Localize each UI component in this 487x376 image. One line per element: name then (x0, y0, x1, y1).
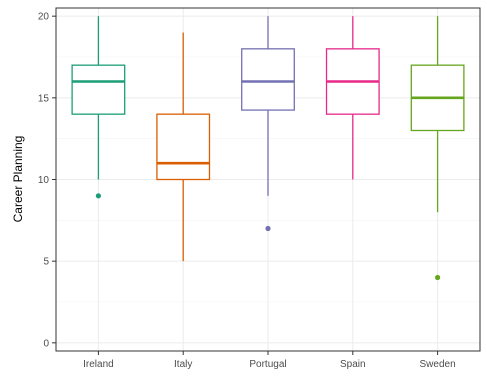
x-tick-label: Ireland (83, 359, 114, 370)
box-body (241, 48, 295, 111)
x-tick-label: Spain (340, 359, 366, 370)
y-tick-label: 0 (43, 338, 49, 349)
y-tick-label: 10 (38, 175, 50, 186)
x-tick-label: Portugal (249, 359, 286, 370)
outlier-point (435, 274, 441, 281)
box-body (156, 113, 211, 181)
box-ireland (71, 16, 126, 199)
y-tick-label: 20 (38, 12, 50, 23)
box-body (71, 64, 126, 115)
y-tick-label: 5 (43, 257, 49, 268)
outlier-point (95, 193, 101, 199)
boxes (71, 16, 465, 281)
y-axis: 0 5 10 15 20 (38, 12, 56, 349)
box-spain (325, 16, 380, 180)
y-axis-title: Career Planning (11, 136, 25, 223)
x-axis: Ireland Italy Portugal Spain Sweden (83, 351, 456, 370)
box-italy (156, 32, 211, 262)
y-tick-label: 15 (38, 93, 50, 104)
outlier-point (265, 225, 271, 232)
x-tick-label: Sweden (420, 359, 456, 370)
box-sweden (410, 16, 465, 281)
x-tick-label: Italy (174, 359, 192, 370)
box-portugal (241, 16, 295, 232)
